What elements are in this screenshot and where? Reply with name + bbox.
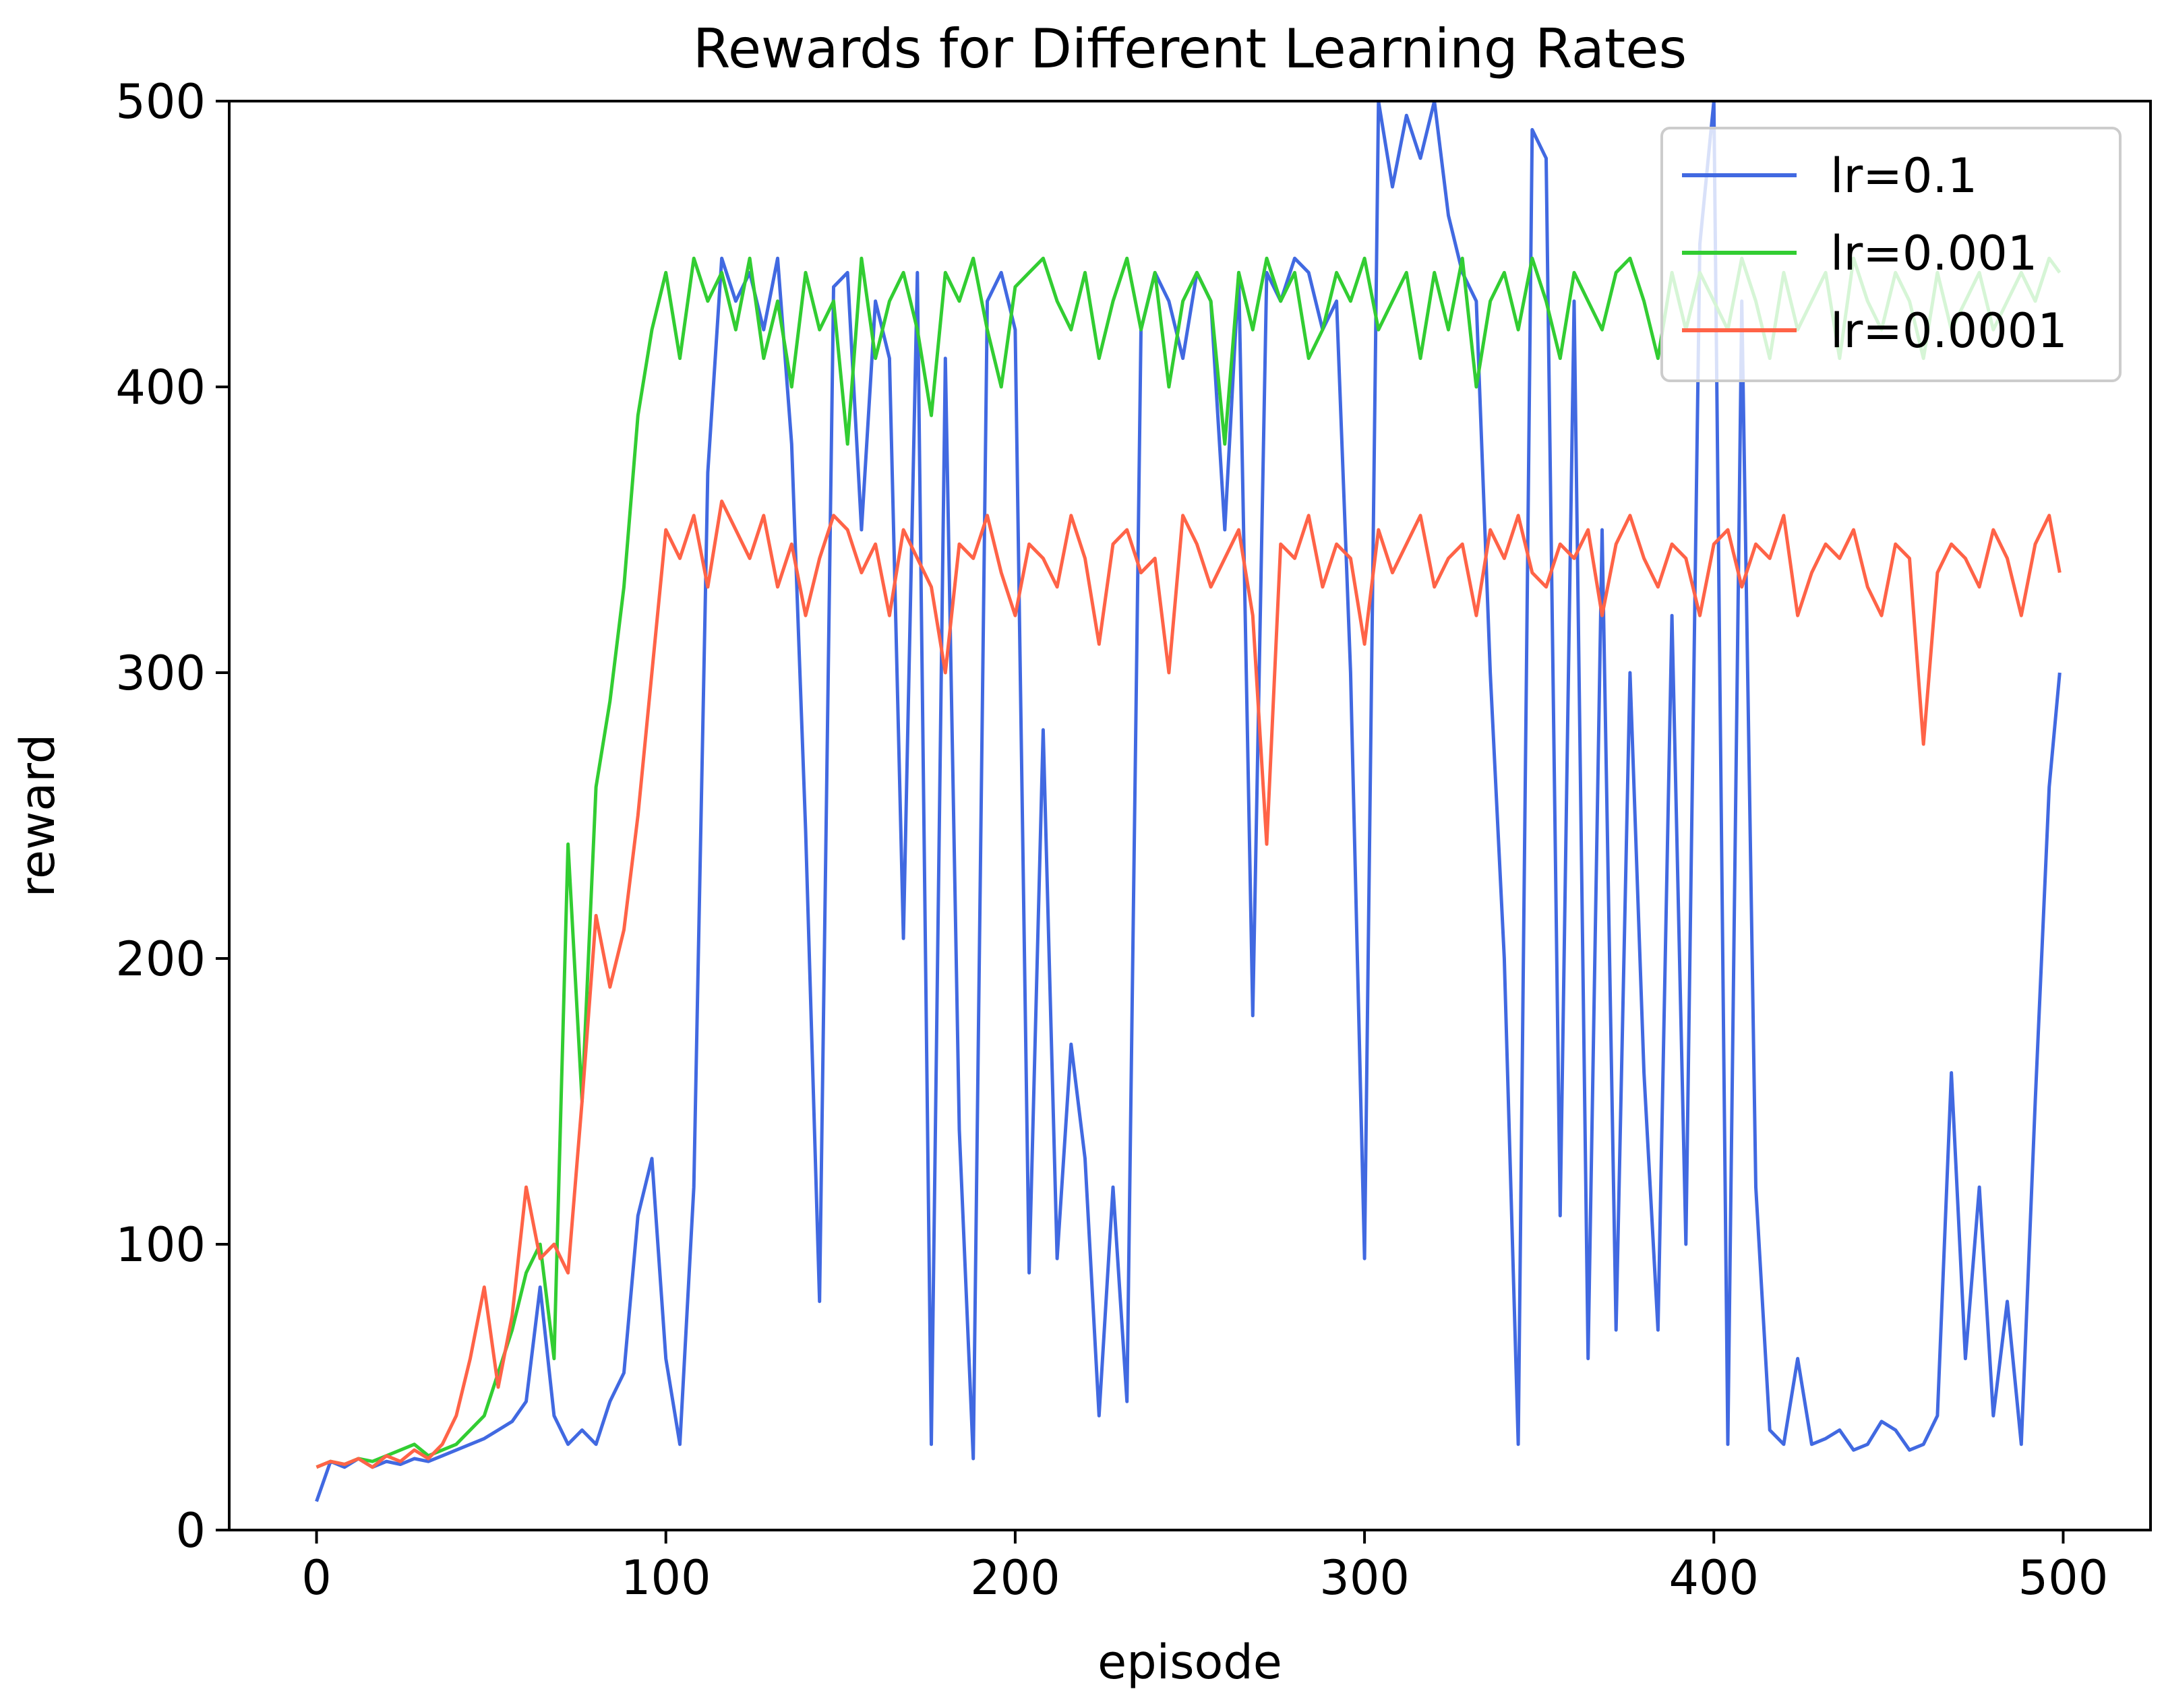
series-line-0 [315, 101, 2062, 1502]
legend-label: lr=0.0001 [1830, 303, 2068, 359]
x-tick-label: 400 [1669, 1550, 1759, 1606]
axes-layer: 0 100 200 300 400 500 0 100 200 300 400 500 [115, 74, 2108, 1606]
x-axis-label: episode [1098, 1635, 1282, 1690]
chart-title: Rewards for Different Learning Rates [693, 18, 1687, 80]
y-tick-label: 500 [115, 74, 206, 129]
y-tick-label: 100 [115, 1217, 206, 1273]
y-tick-label: 300 [115, 646, 206, 701]
x-tick-label: 200 [970, 1550, 1060, 1606]
y-axis-label: reward [10, 734, 65, 897]
series-line-2 [315, 499, 2062, 1469]
legend-box [1660, 127, 2122, 382]
y-tick-label: 0 [175, 1503, 206, 1558]
x-tick-label: 500 [2018, 1550, 2109, 1606]
legend-label: lr=0.001 [1830, 226, 2037, 281]
x-tick-label: 300 [1319, 1550, 1410, 1606]
y-tick-label: 200 [115, 932, 206, 987]
legend-label: lr=0.1 [1830, 148, 1977, 204]
plot-frame [228, 100, 2152, 1531]
x-tick-label: 0 [301, 1550, 332, 1606]
y-tick-label: 400 [115, 360, 206, 415]
legend: lr=0.1 lr=0.001 lr=0.0001 [1660, 127, 2122, 382]
x-tick-label: 100 [621, 1550, 711, 1606]
